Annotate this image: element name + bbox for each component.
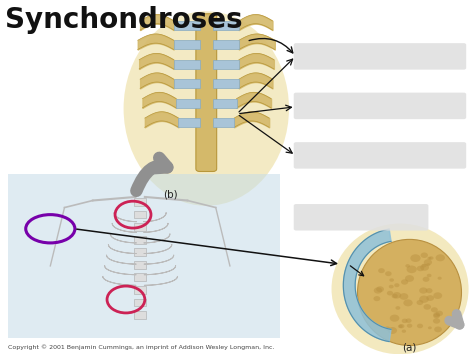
Circle shape xyxy=(428,257,431,260)
FancyBboxPatch shape xyxy=(294,43,466,70)
Bar xyxy=(135,248,146,256)
Circle shape xyxy=(385,271,392,276)
Circle shape xyxy=(384,327,390,331)
Bar xyxy=(8,174,280,338)
Circle shape xyxy=(406,318,411,323)
Circle shape xyxy=(376,286,384,292)
Circle shape xyxy=(400,293,408,300)
Bar xyxy=(173,21,200,30)
Text: (b): (b) xyxy=(164,190,178,200)
Bar xyxy=(135,311,146,319)
Bar xyxy=(173,79,200,88)
Bar xyxy=(213,79,239,88)
Circle shape xyxy=(398,324,403,328)
Ellipse shape xyxy=(357,239,462,345)
Circle shape xyxy=(417,266,424,271)
Circle shape xyxy=(426,295,434,301)
Bar xyxy=(135,286,146,294)
FancyBboxPatch shape xyxy=(196,14,217,171)
FancyBboxPatch shape xyxy=(294,93,466,119)
FancyBboxPatch shape xyxy=(294,142,466,169)
Circle shape xyxy=(395,306,401,310)
Circle shape xyxy=(420,252,428,258)
FancyBboxPatch shape xyxy=(294,204,428,230)
Bar xyxy=(135,236,146,244)
Circle shape xyxy=(419,288,428,294)
Circle shape xyxy=(429,256,434,260)
Circle shape xyxy=(405,264,410,268)
Bar xyxy=(135,198,146,206)
Circle shape xyxy=(403,299,413,306)
Circle shape xyxy=(436,311,443,316)
Bar xyxy=(178,118,200,127)
Polygon shape xyxy=(343,229,391,342)
Circle shape xyxy=(433,292,442,299)
Bar xyxy=(173,40,200,49)
Bar xyxy=(173,60,200,69)
Bar xyxy=(135,261,146,269)
Circle shape xyxy=(433,313,440,318)
Circle shape xyxy=(417,300,423,305)
Circle shape xyxy=(410,254,420,262)
Circle shape xyxy=(419,295,429,303)
Circle shape xyxy=(433,318,440,324)
Circle shape xyxy=(378,268,385,273)
Bar xyxy=(135,273,146,281)
Circle shape xyxy=(434,327,442,332)
Circle shape xyxy=(407,266,417,273)
Circle shape xyxy=(427,274,431,277)
Circle shape xyxy=(387,291,393,295)
Circle shape xyxy=(392,292,401,299)
Circle shape xyxy=(401,329,406,333)
Circle shape xyxy=(423,304,431,310)
Circle shape xyxy=(428,326,432,329)
Circle shape xyxy=(433,312,440,317)
Text: Copyright © 2001 Benjamin Cummings, an imprint of Addison Wesley Longman, Inc.: Copyright © 2001 Benjamin Cummings, an i… xyxy=(8,344,274,350)
Circle shape xyxy=(388,327,397,334)
Bar xyxy=(213,118,234,127)
Bar xyxy=(213,60,239,69)
Ellipse shape xyxy=(124,11,289,206)
Circle shape xyxy=(426,288,433,293)
Circle shape xyxy=(399,324,404,328)
Circle shape xyxy=(436,254,445,261)
Circle shape xyxy=(392,294,398,299)
Bar xyxy=(176,99,200,108)
Circle shape xyxy=(374,296,380,301)
Text: Synchondroses: Synchondroses xyxy=(5,6,243,34)
Circle shape xyxy=(389,278,394,282)
Text: (a): (a) xyxy=(402,343,417,353)
Bar xyxy=(213,40,239,49)
Bar xyxy=(213,99,237,108)
Circle shape xyxy=(423,277,429,282)
Circle shape xyxy=(401,279,408,285)
Circle shape xyxy=(389,285,394,288)
Bar xyxy=(135,223,146,231)
Circle shape xyxy=(374,287,382,294)
Circle shape xyxy=(407,324,412,328)
Circle shape xyxy=(401,319,408,323)
Bar xyxy=(135,299,146,306)
Circle shape xyxy=(438,277,442,280)
Circle shape xyxy=(424,259,432,266)
Bar xyxy=(213,21,239,30)
Circle shape xyxy=(405,275,414,282)
Ellipse shape xyxy=(331,223,469,354)
Circle shape xyxy=(431,307,438,312)
Bar xyxy=(135,211,146,218)
Circle shape xyxy=(426,263,430,266)
Circle shape xyxy=(421,264,427,267)
Circle shape xyxy=(417,324,423,328)
Circle shape xyxy=(390,315,400,322)
Circle shape xyxy=(420,264,429,271)
Circle shape xyxy=(394,283,400,287)
